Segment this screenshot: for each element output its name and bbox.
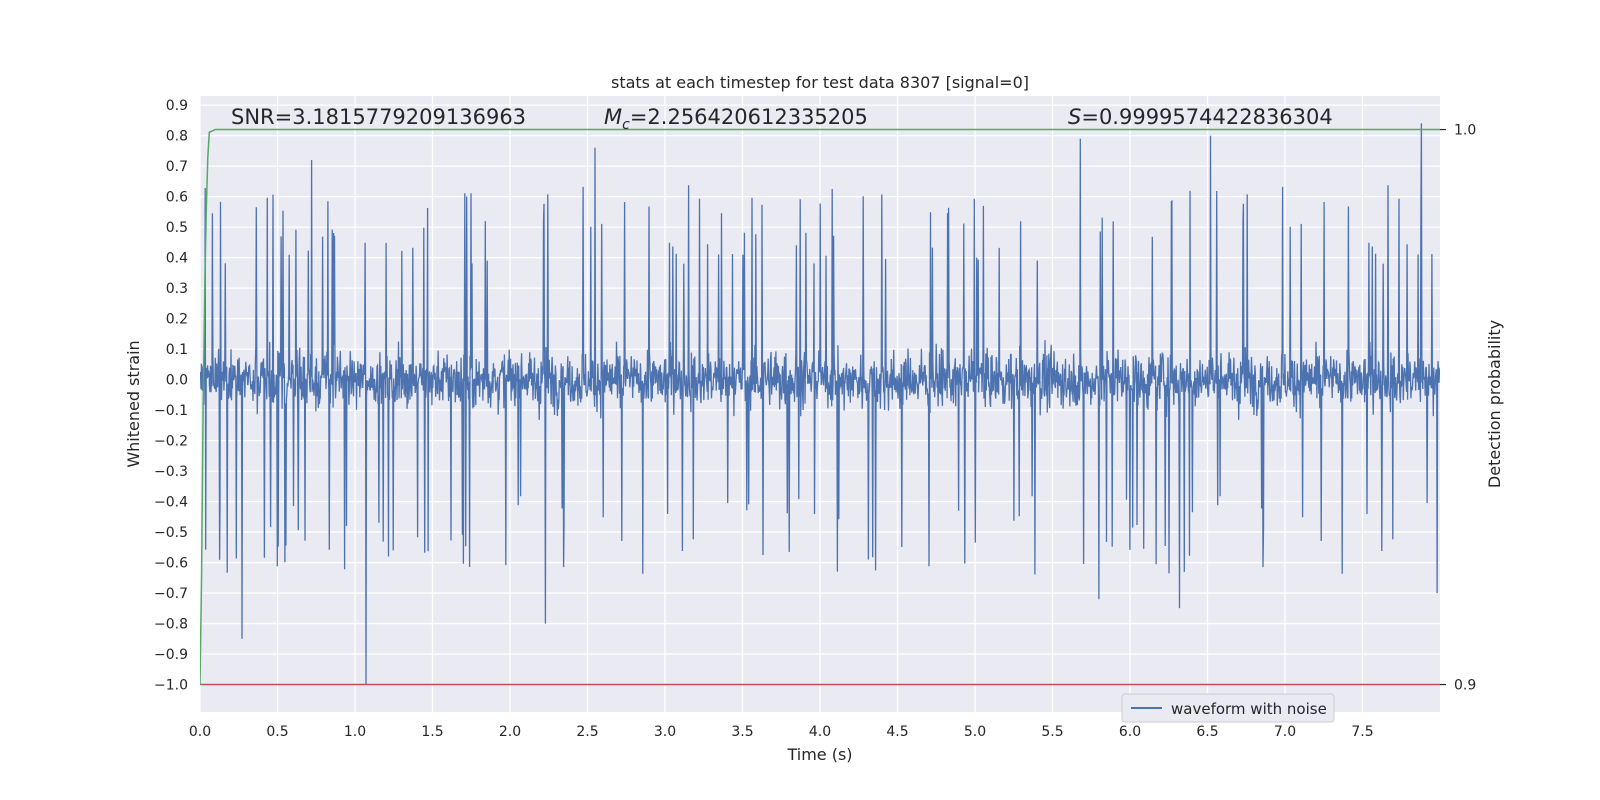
x-tick-label: 4.5 bbox=[886, 724, 908, 740]
y2-axis-label: Detection probability bbox=[1485, 320, 1504, 488]
y2-axis-ticks: 1.0 0.9 bbox=[1440, 123, 1476, 694]
x-tick-label: 3.5 bbox=[731, 724, 753, 740]
x-tick-label: 6.0 bbox=[1119, 724, 1141, 740]
y-tick-label: 0.3 bbox=[166, 281, 188, 297]
x-tick-label: 7.0 bbox=[1274, 724, 1296, 740]
y-tick-label: −0.9 bbox=[154, 647, 188, 663]
detection-probability-line bbox=[200, 128, 1440, 685]
y-tick-label: 0.7 bbox=[166, 159, 188, 175]
x-tick-label: 0.0 bbox=[189, 724, 211, 740]
y-tick-label: −0.3 bbox=[154, 464, 188, 480]
s-annotation: S=0.9999574422836304 bbox=[1068, 105, 1333, 129]
y-tick-label: −0.1 bbox=[154, 403, 188, 419]
y-tick-label: 0.6 bbox=[166, 190, 188, 206]
x-axis-ticks: 0.0 0.5 1.0 1.5 2.0 2.5 3.0 3.5 4.0 4.5 5.0 5.5 6.0 6… bbox=[189, 724, 1374, 740]
y-axis-ticks: 0.9 0.8 0.7 0.6 0.5 0.4 0.3 0.2 0.1 0.0 −0.1 −0.2 −0… bbox=[154, 98, 188, 693]
y2-tick-label: 1.0 bbox=[1454, 123, 1476, 139]
y-tick-label: −0.2 bbox=[154, 434, 188, 450]
waveform-line bbox=[200, 123, 1440, 685]
y-tick-label: 0.2 bbox=[166, 312, 188, 328]
legend-box bbox=[1121, 693, 1335, 723]
y-tick-label: −0.4 bbox=[154, 495, 188, 511]
y-axis-label: Whitened strain bbox=[124, 340, 143, 467]
x-tick-label: 5.5 bbox=[1041, 724, 1063, 740]
y-tick-label: 0.8 bbox=[166, 129, 188, 145]
x-tick-label: 1.5 bbox=[421, 724, 443, 740]
x-tick-label: 5.0 bbox=[964, 724, 986, 740]
y-tick-label: 0.5 bbox=[166, 220, 188, 236]
y-tick-label: −0.6 bbox=[154, 556, 188, 572]
y-tick-label: 0.0 bbox=[166, 373, 188, 389]
x-tick-label: 4.0 bbox=[809, 724, 831, 740]
x-axis-label: Time (s) bbox=[786, 745, 852, 764]
x-tick-label: 6.5 bbox=[1196, 724, 1218, 740]
y-tick-label: −0.8 bbox=[154, 617, 188, 633]
x-tick-label: 3.0 bbox=[654, 724, 676, 740]
snr-annotation: SNR=3.1815779209136963 bbox=[231, 105, 526, 129]
y-tick-label: 0.1 bbox=[166, 342, 188, 358]
chart-title: stats at each timestep for test data 830… bbox=[611, 73, 1029, 92]
chirp-mass-annotation: Mc=2.256420612335205 bbox=[604, 105, 868, 133]
y-tick-label: 0.9 bbox=[166, 98, 188, 114]
y-tick-label: −0.7 bbox=[154, 586, 188, 602]
x-tick-label: 2.0 bbox=[499, 724, 521, 740]
x-tick-label: 1.0 bbox=[344, 724, 366, 740]
x-tick-label: 2.5 bbox=[576, 724, 598, 740]
y-tick-label: −0.5 bbox=[154, 525, 188, 541]
legend-label: waveform with noise bbox=[1171, 700, 1327, 718]
x-tick-label: 7.5 bbox=[1351, 724, 1373, 740]
y2-tick-label: 0.9 bbox=[1454, 678, 1476, 694]
legend: waveform with noise bbox=[1121, 693, 1335, 723]
y-tick-label: −1.0 bbox=[154, 678, 188, 694]
x-tick-label: 0.5 bbox=[266, 724, 288, 740]
y-tick-label: 0.4 bbox=[166, 251, 188, 267]
